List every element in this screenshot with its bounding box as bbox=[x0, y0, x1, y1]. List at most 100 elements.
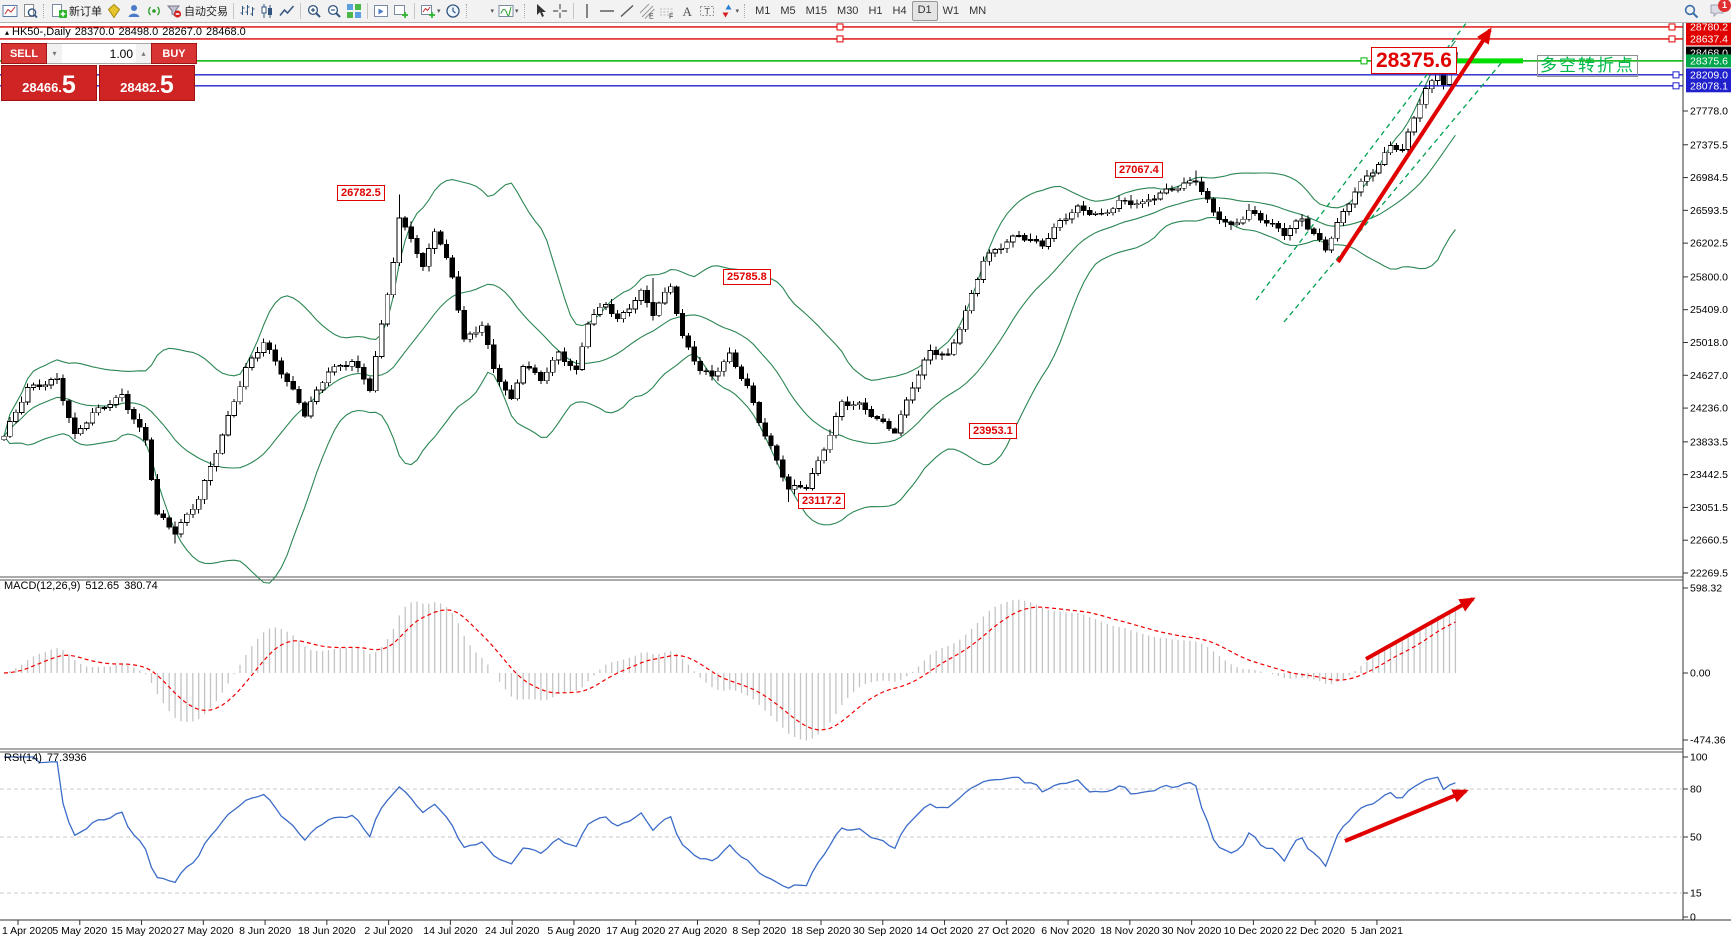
zoom-in-icon[interactable] bbox=[304, 1, 324, 21]
fibo-f-icon[interactable]: F bbox=[657, 1, 677, 21]
svg-text:30 Nov 2020: 30 Nov 2020 bbox=[1162, 925, 1222, 937]
new-chart-icon[interactable]: ▾ bbox=[418, 1, 443, 21]
candle-chart-type-icon[interactable] bbox=[257, 1, 277, 21]
line-handle[interactable] bbox=[836, 35, 844, 43]
svg-text:28078.1: 28078.1 bbox=[1690, 80, 1728, 92]
bar-chart-type-icon[interactable] bbox=[237, 1, 257, 21]
chart-window-icon[interactable] bbox=[0, 1, 20, 21]
volume-input[interactable] bbox=[62, 44, 136, 63]
svg-text:0.00: 0.00 bbox=[1690, 668, 1711, 680]
tile-windows-icon[interactable] bbox=[344, 1, 364, 21]
zoom-out-icon[interactable] bbox=[324, 1, 344, 21]
svg-text:28375.6: 28375.6 bbox=[1690, 55, 1728, 67]
timeframe-mn[interactable]: MN bbox=[969, 5, 987, 17]
cursor-icon[interactable] bbox=[530, 1, 550, 21]
macd-signal-value: 380.74 bbox=[124, 580, 158, 592]
svg-text:27375.5: 27375.5 bbox=[1690, 139, 1728, 151]
community-notification[interactable]: 1 bbox=[1709, 0, 1731, 21]
trend-line-icon[interactable] bbox=[617, 1, 637, 21]
volume-decrease-icon[interactable]: ▾ bbox=[47, 44, 62, 63]
price-annotation-27067.4[interactable]: 27067.4 bbox=[1115, 161, 1163, 178]
price-annotation-23117.2[interactable]: 23117.2 bbox=[798, 492, 846, 509]
auto-arrange-icon[interactable] bbox=[371, 1, 391, 21]
timeframe-m15[interactable]: M15 bbox=[805, 5, 828, 17]
timeframe-m30[interactable]: M30 bbox=[837, 5, 859, 17]
toolbar-button-groups: 新订单 自动交易 ▾ ▾ ▾ E F A T ▾ M1 M5 M15 M30 H1 H4 D1 W1 MN bbox=[0, 0, 991, 22]
green-highlight-segment[interactable] bbox=[1452, 58, 1523, 64]
buy-price[interactable]: 28482. 5 bbox=[99, 65, 195, 101]
turning-point-annotation[interactable]: 多空转折点 bbox=[1537, 55, 1638, 77]
indicators-icon[interactable]: ▾ bbox=[496, 1, 521, 21]
new-order-icon[interactable]: 新订单 bbox=[49, 1, 104, 21]
svg-text:6 Nov 2020: 6 Nov 2020 bbox=[1041, 925, 1095, 937]
svg-text:80: 80 bbox=[1690, 784, 1702, 796]
history-center-icon[interactable] bbox=[104, 1, 124, 21]
text-label-icon[interactable]: T bbox=[697, 1, 717, 21]
sell-price-frac: 5 bbox=[61, 71, 76, 99]
fibo-e-icon[interactable]: E bbox=[637, 1, 657, 21]
time-axis[interactable] bbox=[0, 920, 1731, 943]
svg-text:E: E bbox=[649, 14, 654, 20]
main-toolbar: 新订单 自动交易 ▾ ▾ ▾ E F A T ▾ M1 M5 M15 M30 H1 H4 D1 W1 MN 1 bbox=[0, 0, 1731, 23]
arrows-icon[interactable]: ▾ bbox=[717, 1, 742, 21]
key-price-label[interactable]: 28375.6 bbox=[1371, 47, 1457, 74]
svg-text:5 Jan 2021: 5 Jan 2021 bbox=[1351, 925, 1403, 937]
line-handle[interactable] bbox=[1668, 23, 1676, 31]
timeframe-w1[interactable]: W1 bbox=[942, 5, 960, 17]
price-annotation-26782.5[interactable]: 26782.5 bbox=[337, 185, 385, 202]
line-handle[interactable] bbox=[1668, 35, 1676, 43]
profiles-clock-icon[interactable] bbox=[443, 1, 463, 21]
timeframe-m1[interactable]: M1 bbox=[755, 5, 771, 17]
svg-text:30 Sep 2020: 30 Sep 2020 bbox=[853, 925, 913, 937]
price-axis[interactable] bbox=[1683, 22, 1731, 920]
svg-text:27778.0: 27778.0 bbox=[1690, 106, 1728, 118]
toolbar-separator bbox=[300, 3, 301, 19]
text-a-icon[interactable]: A bbox=[677, 1, 697, 21]
chart-symbol-period: HK50-,Daily bbox=[12, 26, 71, 38]
price-annotation-25785.8[interactable]: 25785.8 bbox=[723, 269, 771, 286]
trend-arrows[interactable] bbox=[1336, 27, 1492, 843]
rsi-line bbox=[4, 756, 1456, 889]
svg-text:18 Jun 2020: 18 Jun 2020 bbox=[298, 925, 356, 937]
channel-lines[interactable] bbox=[1255, 17, 1503, 323]
svg-text:23833.5: 23833.5 bbox=[1690, 436, 1728, 448]
market-watch-person-icon[interactable] bbox=[124, 1, 144, 21]
sell-price[interactable]: 28466. 5 bbox=[1, 65, 97, 101]
signals-icon[interactable] bbox=[144, 1, 164, 21]
arrange-tickers-icon[interactable] bbox=[391, 1, 411, 21]
buy-button[interactable]: BUY bbox=[151, 43, 197, 64]
timeframe-m5[interactable]: M5 bbox=[780, 5, 796, 17]
line-handle[interactable] bbox=[1672, 71, 1680, 79]
timeframe-h4[interactable]: H4 bbox=[892, 5, 907, 17]
price-annotation-23953.1[interactable]: 23953.1 bbox=[969, 422, 1017, 439]
svg-text:0: 0 bbox=[1690, 912, 1696, 924]
horizontal-line-icon[interactable] bbox=[597, 1, 617, 21]
dropdown-caret-icon: ▾ bbox=[515, 8, 519, 15]
svg-text:23442.5: 23442.5 bbox=[1690, 469, 1728, 481]
dropdown-caret-icon: ▾ bbox=[735, 8, 740, 15]
one-click-trading-panel: SELL ▾ ▴ BUY 28466.5 28482.5 bbox=[1, 43, 197, 101]
svg-text:8 Sep 2020: 8 Sep 2020 bbox=[732, 925, 786, 937]
toolbar-separator bbox=[414, 3, 415, 19]
line-handle[interactable] bbox=[1672, 82, 1680, 90]
print-preview-icon[interactable] bbox=[20, 1, 40, 21]
caret-only-icon[interactable]: ▾ bbox=[472, 1, 497, 21]
volume-increase-icon[interactable]: ▴ bbox=[136, 44, 151, 63]
svg-text:28209.0: 28209.0 bbox=[1690, 69, 1728, 81]
vertical-line-icon[interactable] bbox=[577, 1, 597, 21]
timeframe-d1[interactable]: D1 bbox=[911, 1, 938, 21]
auto-trading-icon[interactable]: 自动交易 bbox=[164, 1, 230, 21]
crosshair-icon[interactable] bbox=[550, 1, 570, 21]
svg-text:22269.5: 22269.5 bbox=[1690, 568, 1728, 580]
svg-text:27 Oct 2020: 27 Oct 2020 bbox=[978, 925, 1035, 937]
rsi-levels bbox=[0, 788, 1683, 894]
search-icon[interactable] bbox=[1681, 1, 1701, 21]
line-handle[interactable] bbox=[1360, 57, 1368, 65]
rsi-name: RSI(14) bbox=[4, 752, 42, 764]
line-chart-type-icon[interactable] bbox=[277, 1, 297, 21]
timeframe-h1[interactable]: H1 bbox=[868, 5, 883, 17]
time-axis-labels: 1 Apr 20205 May 2020 15 May 202027 May 20… bbox=[2, 920, 1403, 937]
line-handle[interactable] bbox=[836, 23, 844, 31]
sell-button[interactable]: SELL bbox=[1, 43, 47, 64]
